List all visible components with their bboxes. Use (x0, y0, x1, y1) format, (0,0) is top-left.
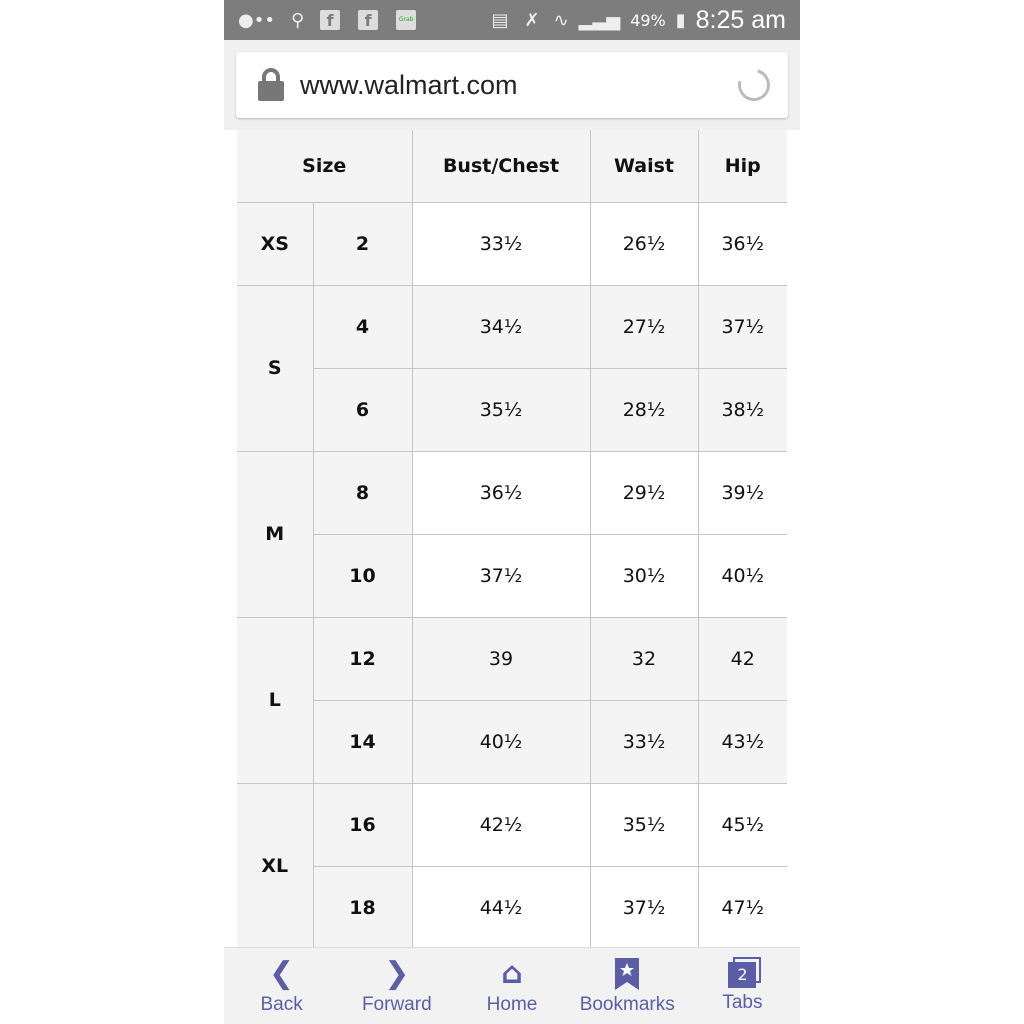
table-row: 6 35½ 28½ 38½ (237, 367, 787, 452)
hip-cell: 37½ (697, 284, 787, 369)
hip-cell: 38½ (697, 367, 787, 452)
size-letter: M (237, 450, 314, 618)
home-icon: ⌂ (501, 956, 523, 991)
size-number: 10 (313, 533, 413, 618)
hip-cell: 40½ (697, 533, 787, 618)
card-icon: ▤ (491, 9, 509, 31)
bookmark-icon (615, 958, 640, 990)
header-hip: Hip (697, 130, 787, 203)
waist-cell: 32 (589, 616, 699, 701)
waist-cell: 33½ (589, 699, 699, 784)
facebook-icon: f (320, 10, 341, 30)
chevron-left-icon: ❮ (269, 956, 295, 991)
mute-icon: ✗ (524, 9, 540, 31)
chevron-right-icon: ❯ (384, 956, 410, 991)
facebook-icon: f (358, 10, 379, 30)
header-bust: Bust/Chest (411, 130, 591, 203)
header-size: Size (237, 130, 413, 203)
size-number: 14 (313, 699, 413, 784)
bust-cell: 40½ (411, 699, 591, 784)
waist-cell: 35½ (589, 782, 699, 867)
table-row: M 8 36½ 29½ 39½ (237, 450, 787, 618)
bookmarks-button[interactable]: Bookmarks (570, 948, 685, 1024)
waist-cell: 27½ (589, 284, 699, 369)
message-icon: ●•• (238, 9, 275, 31)
address-bar-area: www.walmart.com (224, 40, 800, 130)
size-number: 16 (312, 782, 413, 867)
bust-cell: 44½ (411, 865, 591, 950)
table-row: L 12 39 32 42 (237, 616, 787, 784)
size-chart-table: Size Bust/Chest Waist Hip XS 2 33½ 26½ 36½ S 4… (237, 130, 787, 950)
battery-icon: ▮ (675, 9, 686, 31)
hip-cell: 45½ (697, 782, 787, 867)
hip-cell: 42 (697, 616, 787, 701)
address-bar[interactable]: www.walmart.com (236, 52, 788, 118)
bust-cell: 39 (411, 616, 591, 701)
bust-cell: 36½ (411, 450, 591, 535)
size-letter: XL (237, 782, 314, 950)
hip-cell: 39½ (697, 450, 787, 535)
table-row: XS 2 33½ 26½ 36½ (237, 201, 787, 286)
clock: 8:25 am (695, 5, 786, 34)
size-letter: S (237, 284, 314, 452)
status-bar: ●•• ⚲ f f Grab ▤ ✗ ∿ ▂▃▅ 49% ▮ 8:25 am (224, 0, 800, 40)
size-number: 18 (313, 865, 413, 950)
tabs-button[interactable]: 2 Tabs (685, 948, 800, 1024)
waist-cell: 26½ (589, 201, 699, 286)
table-row: 14 40½ 33½ 43½ (237, 699, 787, 784)
bust-cell: 42½ (411, 782, 591, 867)
waist-cell: 37½ (589, 865, 699, 950)
url-text[interactable]: www.walmart.com (300, 69, 518, 100)
grab-icon: Grab (396, 10, 417, 30)
waist-cell: 30½ (589, 533, 699, 618)
header-row: Size Bust/Chest Waist Hip (237, 130, 787, 203)
bust-cell: 33½ (411, 201, 591, 286)
wifi-icon: ∿ (553, 9, 569, 31)
table-row: 10 37½ 30½ 40½ (237, 533, 787, 618)
reload-icon[interactable] (732, 63, 776, 107)
home-button[interactable]: ⌂ Home (486, 956, 538, 1016)
forward-button[interactable]: ❯ Forward (361, 956, 432, 1016)
hip-cell: 43½ (697, 699, 787, 784)
hip-cell: 36½ (697, 201, 787, 286)
back-button[interactable]: ❮ Back (260, 956, 303, 1016)
header-waist: Waist (589, 130, 699, 203)
size-number: 4 (312, 284, 413, 369)
phone-screen: ●•• ⚲ f f Grab ▤ ✗ ∿ ▂▃▅ 49% ▮ 8:25 am w… (224, 0, 800, 1024)
bottom-nav: ❮ Back ❯ Forward ⌂ Home Bookmarks 2 Tabs (224, 947, 800, 1024)
table-row: S 4 34½ 27½ 37½ (237, 284, 787, 452)
table-row: XL 16 42½ 35½ 45½ (237, 782, 787, 950)
battery-percent: 49% (630, 10, 666, 30)
size-number: 6 (313, 367, 413, 452)
waist-cell: 29½ (589, 450, 699, 535)
bust-cell: 34½ (411, 284, 591, 369)
bust-cell: 35½ (411, 367, 591, 452)
size-letter: XS (237, 201, 314, 286)
table-row: 18 44½ 37½ 47½ (237, 865, 787, 950)
size-number: 12 (312, 616, 413, 701)
size-number: 8 (312, 450, 413, 535)
size-letter: L (237, 616, 314, 784)
bust-cell: 37½ (411, 533, 591, 618)
hip-cell: 47½ (697, 865, 787, 950)
location-icon: ⚲ (290, 9, 305, 31)
lock-icon (258, 68, 284, 102)
waist-cell: 28½ (589, 367, 699, 452)
size-number: 2 (312, 201, 413, 286)
signal-icon: ▂▃▅ (578, 9, 621, 31)
tabs-icon: 2 (728, 962, 757, 988)
